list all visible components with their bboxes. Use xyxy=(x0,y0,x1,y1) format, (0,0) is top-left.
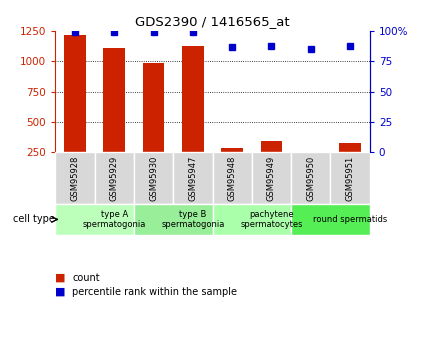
Text: GSM95930: GSM95930 xyxy=(149,156,158,201)
Bar xyxy=(252,152,291,204)
Text: GSM95950: GSM95950 xyxy=(306,156,315,201)
Bar xyxy=(291,152,331,204)
Text: GSM95951: GSM95951 xyxy=(346,156,354,201)
Bar xyxy=(94,152,134,204)
Bar xyxy=(339,142,361,152)
Bar xyxy=(143,63,164,152)
Bar xyxy=(182,46,204,152)
Bar xyxy=(134,204,212,235)
Text: type B
spermatogonia: type B spermatogonia xyxy=(161,210,224,229)
Text: pachytene
spermatocytes: pachytene spermatocytes xyxy=(240,210,303,229)
Bar xyxy=(261,141,282,152)
Text: cell type: cell type xyxy=(13,215,54,225)
Text: type A
spermatogonia: type A spermatogonia xyxy=(82,210,146,229)
Bar xyxy=(221,148,243,152)
Title: GDS2390 / 1416565_at: GDS2390 / 1416565_at xyxy=(135,16,290,29)
Text: ■: ■ xyxy=(55,287,66,296)
Text: GSM95949: GSM95949 xyxy=(267,156,276,201)
Bar xyxy=(103,48,125,152)
Text: GSM95947: GSM95947 xyxy=(188,156,197,201)
Bar xyxy=(212,152,252,204)
Text: GSM95948: GSM95948 xyxy=(228,156,237,201)
Bar xyxy=(300,152,322,154)
Text: count: count xyxy=(72,273,100,283)
Bar xyxy=(55,204,134,235)
Bar xyxy=(212,204,291,235)
Text: round spermatids: round spermatids xyxy=(313,215,387,224)
Bar xyxy=(64,35,86,152)
Text: GSM95928: GSM95928 xyxy=(71,156,79,201)
Text: percentile rank within the sample: percentile rank within the sample xyxy=(72,287,237,296)
Text: ■: ■ xyxy=(55,273,66,283)
Bar xyxy=(291,204,370,235)
Text: GSM95929: GSM95929 xyxy=(110,156,119,201)
Bar xyxy=(55,152,94,204)
Bar xyxy=(331,152,370,204)
Bar xyxy=(134,152,173,204)
Bar xyxy=(173,152,212,204)
